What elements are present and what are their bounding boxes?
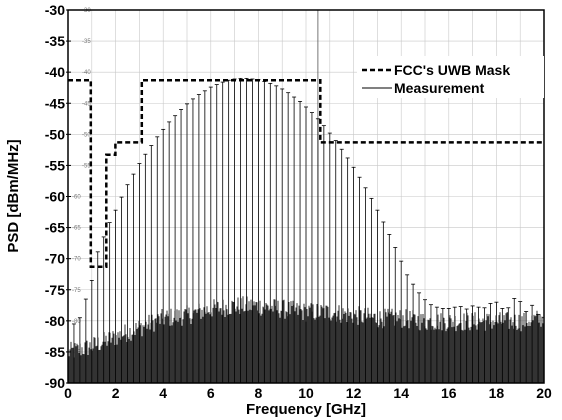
x-tick-labels: 0 2 4 6 8 10 12 14 16 18 20 [64, 385, 552, 401]
faint-label: -80 [72, 319, 81, 325]
faint-label: -30 [82, 8, 91, 14]
x-tick-label: 4 [159, 385, 167, 401]
legend: FCC's UWB Mask Measurement [357, 56, 544, 98]
noise-floor-path [68, 296, 544, 383]
faint-label: -65 [72, 226, 81, 232]
legend-box [357, 56, 544, 98]
fcc-mask-line [68, 78, 544, 268]
y-tick-label: -65 [45, 220, 65, 236]
y-tick-label: -50 [45, 126, 65, 142]
x-tick-label: 12 [346, 385, 362, 401]
y-tick-label: -80 [45, 313, 65, 329]
y-tick-label: -90 [45, 375, 65, 391]
y-tick-label: -40 [45, 64, 65, 80]
faint-label: -60 [72, 195, 81, 201]
y-tick-label: -60 [45, 189, 65, 205]
measurement-lines [71, 77, 544, 383]
x-tick-label: 2 [112, 385, 120, 401]
x-tick-label: 20 [536, 385, 552, 401]
y-tick-label: -35 [45, 33, 65, 49]
x-tick-label: 0 [64, 385, 72, 401]
faint-label: -45 [82, 101, 91, 107]
y-tick-label: -85 [45, 344, 65, 360]
y-tick-label: -55 [45, 157, 65, 173]
y-tick-label: -70 [45, 251, 65, 267]
y-tick-label: -45 [45, 95, 65, 111]
legend-mask-label: FCC's UWB Mask [394, 62, 510, 78]
x-tick-label: 6 [207, 385, 215, 401]
faint-label: -70 [72, 257, 81, 263]
x-axis-label: Frequency [GHz] [246, 401, 366, 418]
x-tick-label: 18 [489, 385, 505, 401]
x-tick-label: 16 [441, 385, 457, 401]
faint-label: -40 [82, 70, 91, 76]
x-tick-label: 14 [393, 385, 409, 401]
noise-floor [68, 296, 544, 383]
fcc-mask [68, 78, 544, 268]
x-tick-label: 10 [298, 385, 314, 401]
x-tick-label: 8 [255, 385, 263, 401]
y-axis-label: PSD [dBm/MHz] [5, 139, 22, 252]
legend-measurement-label: Measurement [394, 80, 485, 96]
y-tick-label: -75 [45, 282, 65, 298]
faint-label: -55 [82, 163, 91, 169]
faint-label: -35 [82, 39, 91, 45]
y-tick-label: -30 [45, 2, 65, 18]
y-tick-labels: -30 -35 -40 -45 -50 -55 -60 -65 -70 -75 -80 -85 -90 [45, 2, 71, 391]
faint-label: -50 [82, 132, 91, 138]
faint-label: -75 [72, 288, 81, 294]
